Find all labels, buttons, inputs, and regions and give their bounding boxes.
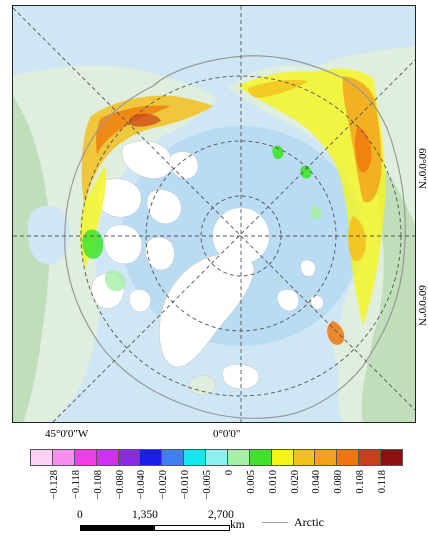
legend-swatch-13 [314, 449, 338, 466]
legend-tick-label: −0.040 [136, 470, 148, 500]
legend-tick-label: −0.020 [158, 470, 170, 500]
lon-label-zero: 0°0'0" [213, 428, 241, 440]
legend-swatch-11 [270, 449, 294, 466]
arctic-boundary-label: Arctic [294, 515, 324, 529]
lon-label-west: 45°0'0"W [45, 428, 89, 440]
legend-tick-label: 0.020 [289, 470, 301, 494]
legend-swatch-12 [292, 449, 316, 466]
legend-tick-label: −0.010 [180, 470, 192, 500]
legend-swatch-10 [248, 449, 272, 466]
scale-bar-segment-black [80, 525, 155, 531]
legend-tick-13: 0.080 [328, 470, 348, 530]
small-islands [222, 260, 324, 389]
legend-tick-label: −0.128 [48, 470, 60, 500]
legend-swatch-9 [226, 449, 250, 466]
hudson-bay [27, 205, 70, 265]
legend-tick-1: −0.118 [66, 470, 86, 530]
eurasia-green-zone [361, 156, 415, 422]
legend-swatch-4 [117, 449, 141, 466]
legend-swatch-14 [336, 449, 360, 466]
scale-label-1350: 1,350 [132, 509, 158, 521]
lat-label-upper: 60°0'0"N [416, 148, 428, 189]
arctic-polar-map [13, 6, 415, 422]
legend-tick-label: −0.080 [114, 470, 126, 500]
legend-swatch-15 [358, 449, 381, 466]
legend-tick-label: 0.080 [333, 470, 345, 494]
legend-tick-label: 0.005 [245, 470, 257, 494]
legend-tick-label: 0.108 [355, 470, 367, 494]
legend-swatch-1 [51, 449, 75, 466]
arctic-boundary [64, 55, 406, 419]
graticule-meridians [13, 6, 415, 422]
legend-tick-7: −0.005 [197, 470, 217, 530]
north-america-green-zone [13, 96, 50, 422]
scale-label-0: 0 [77, 509, 83, 521]
lat-label-lower: 60°0'0"N [416, 285, 428, 326]
legend-tick-4: −0.040 [131, 470, 151, 530]
legend-swatch-2 [73, 449, 97, 466]
change-overlay-north-america [80, 95, 213, 292]
legend-swatch-7 [183, 449, 206, 466]
legend-tick-5: −0.020 [153, 470, 173, 530]
north-america-landmass [13, 65, 218, 422]
scale-unit: km [230, 519, 245, 531]
scale-label-2700: 2,700 [208, 509, 234, 521]
arctic-boundary-legend: Arctic [262, 515, 324, 530]
legend-swatch-0 [30, 449, 53, 466]
legend-swatch-8 [205, 449, 228, 466]
legend-tick-label: 0.118 [377, 470, 389, 494]
change-overlay-eurasia [238, 68, 386, 345]
legend-tick-6: −0.010 [175, 470, 195, 530]
legend-tick-15: 0.118 [372, 470, 392, 530]
legend-tick-label: 0.040 [311, 470, 323, 494]
color-legend [30, 449, 403, 466]
legend-tick-14: 0.108 [350, 470, 370, 530]
arctic-boundary-line-sample [262, 522, 288, 523]
scale-bar-segment-white [154, 525, 230, 531]
iceland [189, 375, 216, 396]
legend-swatch-6 [161, 449, 185, 466]
greenland [159, 253, 255, 368]
legend-tick-label: −0.108 [92, 470, 104, 500]
legend-tick-label: 0 [223, 470, 235, 476]
legend-swatch-16 [380, 449, 403, 466]
legend-swatch-5 [139, 449, 163, 466]
legend-tick-label: 0.010 [267, 470, 279, 494]
legend-tick-0: −0.128 [44, 470, 64, 530]
legend-tick-label: −0.118 [70, 470, 82, 500]
legend-tick-label: −0.005 [202, 470, 214, 500]
legend-swatch-3 [95, 449, 119, 466]
legend-tick-2: −0.108 [88, 470, 108, 530]
legend-tick-3: −0.080 [110, 470, 130, 530]
map-frame [12, 5, 416, 423]
